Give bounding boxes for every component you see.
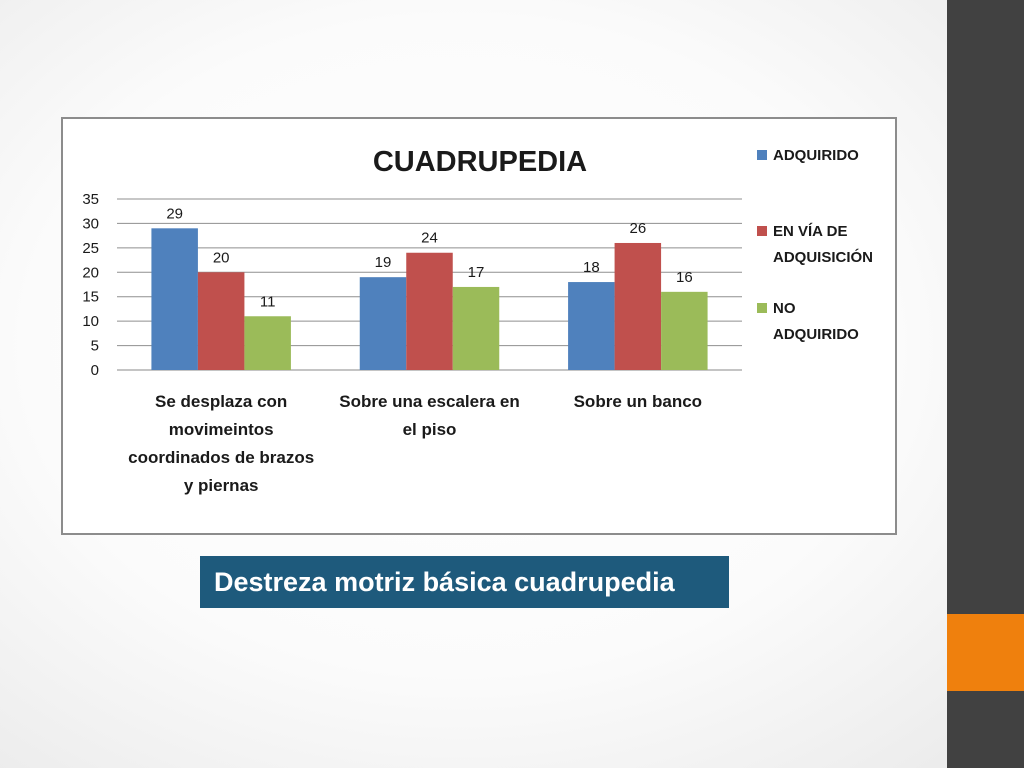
legend-label-line: NO [773, 300, 796, 317]
data-label: 26 [629, 220, 646, 237]
y-tick-label: 25 [82, 240, 99, 257]
legend-label-line: EN VÍA DE [773, 223, 847, 240]
legend-label-line: ADQUISICIÓN [773, 248, 873, 266]
slide-caption: Destreza motriz básica cuadrupedia [200, 556, 729, 608]
data-label: 24 [421, 230, 438, 247]
category-label-line: Se desplaza con [155, 392, 287, 411]
data-label: 29 [166, 205, 183, 222]
category-labels: Se desplaza con movimeintos coordinados de… [128, 392, 702, 495]
data-label: 18 [583, 259, 600, 276]
bar-chart: CUADRUPEDIA 0 5 10 15 20 25 30 35 29 20 11 19 24 17 1… [82, 146, 873, 495]
y-axis-ticks: 0 5 10 15 20 25 30 35 [82, 191, 99, 379]
bar [244, 316, 291, 370]
y-tick-label: 20 [82, 264, 99, 281]
bar [568, 282, 615, 370]
legend: ADQUIRIDO EN VÍA DE ADQUISICIÓN NO ADQUIRIDO [757, 147, 873, 343]
bars [151, 228, 708, 370]
data-labels: 29 20 11 19 24 17 18 26 16 [166, 205, 692, 310]
category-label-line: y piernas [184, 476, 259, 495]
legend-label: EN VÍA DE ADQUISICIÓN [773, 223, 873, 266]
data-label: 20 [213, 249, 230, 266]
category-label-line: coordinados de brazos [128, 448, 314, 467]
category-label: Sobre un banco [574, 392, 702, 411]
bar [197, 272, 245, 370]
category-label-line: Sobre una escalera en [339, 392, 519, 411]
legend-label: NO ADQUIRIDO [773, 300, 859, 343]
sidebar-accent-block [947, 614, 1024, 691]
y-tick-label: 5 [91, 338, 99, 355]
category-label-line: el piso [403, 420, 457, 439]
category-label-line: Sobre un banco [574, 392, 702, 411]
legend-label-line: ADQUIRIDO [773, 326, 859, 343]
legend-swatch [757, 150, 767, 160]
legend-label-line: ADQUIRIDO [773, 147, 859, 164]
category-label: Sobre una escalera en el piso [339, 392, 519, 439]
data-label: 19 [375, 254, 392, 271]
bar [151, 228, 198, 370]
chart-frame: CUADRUPEDIA 0 5 10 15 20 25 30 35 29 20 11 19 24 17 1… [61, 117, 897, 535]
chart-title: CUADRUPEDIA [373, 146, 587, 178]
bar [359, 277, 407, 370]
y-tick-label: 35 [82, 191, 99, 208]
data-label: 16 [676, 269, 693, 286]
data-label: 11 [260, 293, 276, 310]
bar [614, 242, 662, 370]
legend-swatch [757, 303, 767, 313]
category-label: Se desplaza con movimeintos coordinados de… [128, 392, 314, 495]
bar [406, 252, 453, 370]
legend-label: ADQUIRIDO [773, 147, 859, 164]
bar [661, 291, 708, 370]
y-tick-label: 0 [91, 362, 99, 379]
category-label-line: movimeintos [169, 420, 274, 439]
data-label: 17 [468, 264, 485, 281]
y-tick-label: 30 [82, 215, 99, 232]
bar [452, 286, 500, 370]
legend-swatch [757, 226, 767, 236]
y-tick-label: 15 [82, 289, 99, 306]
y-tick-label: 10 [82, 313, 99, 330]
